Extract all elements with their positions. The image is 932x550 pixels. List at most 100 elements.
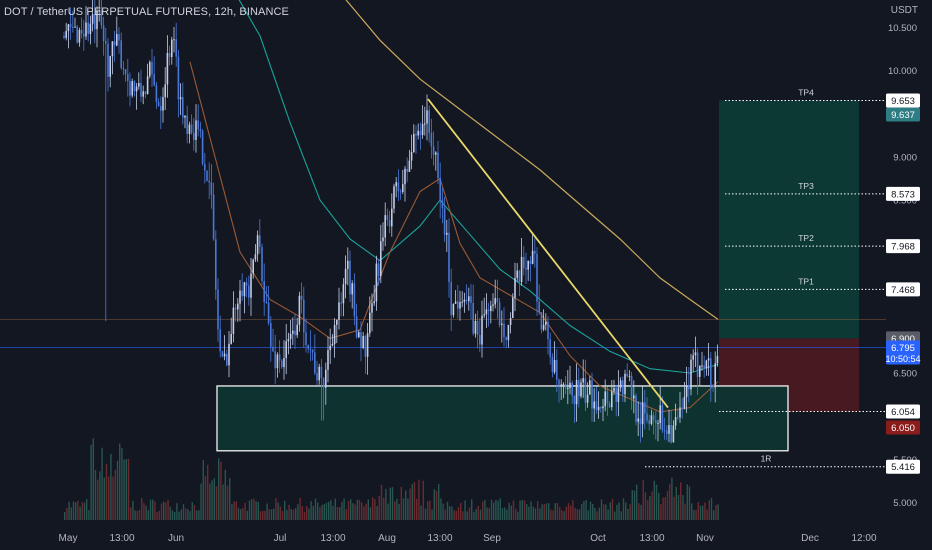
candle-body [333,324,336,345]
volume-bar [471,499,473,520]
candle-body [96,10,98,30]
candle-body [525,267,527,270]
candle-body [166,53,169,85]
candle-body [628,375,631,377]
candle-body [298,295,301,325]
candle-body [507,324,510,341]
volume-bar [103,477,105,520]
volume-bar [713,510,715,520]
volume-bar [405,490,407,520]
volume-bar [251,499,253,520]
volume-bar [121,448,123,520]
volume-bar [519,500,521,520]
volume-bar [633,490,636,520]
candle-body [714,363,716,388]
volume-bar [244,502,246,520]
volume-bar [290,509,292,520]
candle-body [314,352,316,374]
volume-bar [413,482,416,520]
volume-bar [506,509,508,520]
volume-bar [158,510,160,520]
volume-bar [398,504,400,520]
candle-body [327,350,329,370]
volume-bar [246,510,248,520]
candle-body [307,344,309,349]
volume-bar [548,503,550,520]
candle-body [215,239,217,290]
candle-body [171,39,173,57]
candle-body [285,341,287,358]
candle-body [608,403,611,408]
candle-body [705,360,708,369]
volume-bar [200,483,202,520]
volume-bar [193,505,196,520]
candle-body [516,270,518,278]
symbol-name: DOT / TetherUS PERPETUAL FUTURES [4,6,209,18]
x-tick-label: Jun [168,533,184,544]
candle-body [553,360,556,373]
candle-body [274,351,276,369]
x-tick-label: 13:00 [427,533,452,544]
volume-bar [539,508,541,520]
volume-bar [444,509,446,520]
volume-bar [209,483,211,520]
candle-body [164,84,166,98]
volume-bar [79,506,81,520]
volume-bar [72,501,75,520]
candle-body [263,281,265,302]
volume-bar [424,508,427,520]
candle-body [624,373,626,395]
candle-body [470,296,472,303]
candle-body [375,263,378,302]
volume-bar [647,500,649,520]
volume-bar [154,501,156,520]
candle-body [377,263,380,276]
volume-bar [99,471,101,520]
volume-bar [182,504,185,520]
candle-body [622,380,624,395]
volume-bar [660,504,662,520]
tp1-price-tag [886,282,920,297]
candle-body [289,333,292,339]
volume-bar [589,501,592,520]
candle-body [311,349,314,353]
candle-body [413,133,415,152]
volume-bar [127,459,130,520]
candle-body [663,430,666,432]
volume-bar [248,500,251,520]
volume-bar [649,496,651,520]
candle-body [716,355,719,364]
volume-bar [332,505,334,520]
candle-body [443,208,446,235]
volume-bar [306,506,308,520]
candle-body [465,299,468,302]
volume-bar [380,484,383,520]
candle-body [120,40,122,68]
volume-bar [202,460,204,520]
candle-body [481,315,483,345]
volume-bar [330,500,332,520]
target-zone [719,100,859,339]
candle-body [536,253,538,302]
candle-body [256,235,259,255]
candle-body [514,277,516,298]
candle-body [430,133,433,147]
volume-bar [343,498,345,520]
x-tick-label: Nov [696,533,714,544]
candle-body [303,299,305,333]
candle-body [681,407,683,409]
volume-bar [532,506,534,520]
volume-bar [563,511,565,520]
volume-bar [385,488,387,520]
volume-bar [596,511,598,520]
r1-price-tag [886,459,920,474]
volume-bar [86,499,88,520]
volume-bar [222,484,224,520]
volume-bar [537,501,539,520]
candle-body [87,22,89,34]
candle-body [384,215,386,238]
volume-bar [600,499,603,520]
candle-body [248,285,250,298]
